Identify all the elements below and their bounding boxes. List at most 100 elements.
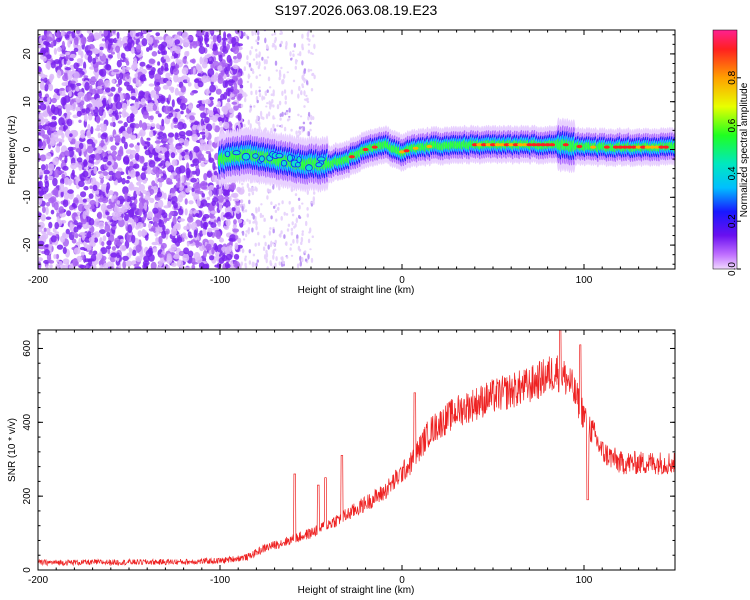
noise-speckle — [129, 196, 136, 201]
noise-speckle — [230, 182, 236, 191]
snr-ylabel: SNR (10 * v/v) — [7, 418, 18, 482]
noise-speckle — [211, 74, 218, 83]
noise-speckle — [227, 121, 233, 130]
colorbar-tick-label: 0.8 — [727, 70, 738, 84]
noise-speckle — [272, 104, 275, 108]
noise-speckle — [115, 170, 122, 179]
noise-speckle — [197, 80, 204, 88]
noise-speckle — [262, 116, 265, 120]
noise-speckle — [195, 213, 200, 217]
noise-speckle — [257, 30, 260, 36]
signal-peak-cell — [576, 144, 583, 149]
noise-speckle — [58, 206, 65, 214]
signal-peak-cell — [621, 145, 628, 149]
noise-speckle — [47, 105, 51, 114]
noise-speckle — [155, 123, 160, 129]
noise-speckle — [154, 94, 159, 100]
noise-speckle — [157, 61, 161, 66]
noise-speckle — [270, 215, 273, 220]
noise-speckle — [122, 130, 128, 137]
noise-speckle — [108, 201, 116, 205]
noise-speckle — [41, 233, 49, 240]
noise-speckle — [114, 135, 121, 144]
noise-speckle — [84, 93, 90, 103]
noise-speckle — [279, 113, 282, 118]
noise-speckle — [237, 79, 243, 86]
noise-speckle — [73, 220, 78, 226]
noise-speckle — [288, 200, 291, 205]
noise-speckle — [286, 71, 289, 74]
noise-speckle — [211, 175, 218, 182]
noise-speckle — [95, 198, 99, 208]
noise-speckle — [63, 125, 68, 130]
noise-speckle — [248, 249, 251, 254]
noise-speckle — [237, 43, 243, 47]
noise-speckle — [231, 207, 236, 212]
noise-speckle — [273, 205, 276, 209]
noise-speckle — [166, 201, 172, 208]
noise-speckle — [75, 82, 82, 87]
noise-speckle — [72, 114, 79, 119]
noise-speckle — [199, 105, 205, 111]
colorbar-tick-label: 0.0 — [727, 262, 738, 276]
noise-speckle — [262, 246, 266, 251]
noise-speckle — [95, 98, 102, 106]
signal-peak-cell — [658, 145, 665, 149]
noise-speckle — [129, 143, 134, 148]
noise-speckle — [129, 161, 134, 167]
noise-speckle — [67, 189, 74, 194]
noise-speckle — [174, 132, 179, 141]
noise-speckle — [204, 144, 212, 151]
noise-speckle — [267, 76, 271, 82]
noise-speckle — [119, 72, 124, 80]
noise-speckle — [44, 74, 48, 78]
noise-speckle — [95, 115, 101, 124]
noise-speckle — [190, 221, 198, 231]
noise-speckle — [137, 230, 143, 238]
noise-speckle — [298, 204, 301, 210]
snr-frame — [37, 329, 676, 571]
noise-speckle — [46, 61, 51, 65]
noise-speckle — [165, 35, 172, 44]
noise-speckle — [159, 124, 165, 131]
noise-speckle — [184, 149, 189, 153]
noise-speckle — [178, 138, 185, 144]
noise-speckle — [134, 123, 140, 129]
noise-speckle — [280, 216, 283, 221]
noise-speckle — [151, 180, 156, 187]
noise-speckle — [74, 36, 78, 46]
noise-speckle — [110, 145, 117, 151]
noise-speckle — [88, 32, 94, 41]
noise-speckle — [38, 261, 42, 269]
noise-speckle — [99, 229, 106, 235]
noise-speckle — [271, 33, 274, 36]
noise-speckle — [224, 200, 231, 208]
noise-speckle — [85, 208, 90, 216]
noise-speckle — [45, 265, 49, 269]
noise-speckle — [156, 266, 162, 269]
noise-speckle — [146, 137, 151, 141]
noise-speckle — [180, 103, 187, 111]
noise-speckle — [87, 163, 95, 167]
noise-speckle — [100, 247, 108, 255]
noise-speckle — [181, 67, 189, 75]
noise-speckle — [292, 239, 295, 244]
signal-peak-cell — [644, 145, 651, 149]
noise-speckle — [66, 60, 71, 66]
noise-speckle — [52, 227, 57, 233]
noise-speckle — [222, 39, 227, 49]
signal-blob — [224, 150, 231, 158]
noise-speckle — [238, 187, 245, 195]
noise-speckle — [246, 55, 249, 61]
noise-speckle — [87, 124, 91, 133]
noise-speckle — [53, 254, 57, 259]
noise-speckle — [310, 88, 314, 92]
noise-speckle — [49, 75, 53, 84]
noise-speckle — [268, 86, 272, 89]
noise-speckle — [115, 45, 121, 53]
noise-speckle — [129, 154, 134, 160]
spectrogram-plot-area — [38, 30, 675, 269]
noise-speckle — [220, 211, 226, 221]
noise-speckle — [270, 262, 273, 267]
noise-speckle — [135, 81, 142, 87]
